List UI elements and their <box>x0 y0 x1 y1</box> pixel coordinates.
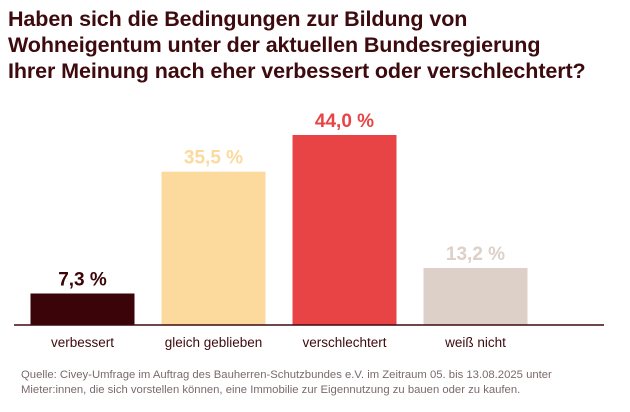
bar-verbessert <box>30 293 135 325</box>
chart-title: Haben sich die Bedingungen zur Bildung v… <box>8 6 623 84</box>
category-label-verschlechtert: verschlechtert <box>302 335 386 350</box>
bar-gleich-geblieben <box>161 171 266 325</box>
category-label-gleich-geblieben: gleich geblieben <box>165 335 263 350</box>
bar-weiss-nicht <box>423 268 528 325</box>
chart-title-line-2: Wohneigentum unter der aktuellen Bundesr… <box>8 33 541 57</box>
source-note: Quelle: Civey-Umfrage im Auftrag des Bau… <box>21 368 621 398</box>
bar-verschlechtert <box>292 135 397 325</box>
source-note-line-1: Quelle: Civey-Umfrage im Auftrag des Bau… <box>21 369 552 381</box>
chart-title-line-1: Haben sich die Bedingungen zur Bildung v… <box>8 7 468 31</box>
value-label-weiss-nicht: 13,2 % <box>446 244 505 265</box>
category-label-weiss-nicht: weiß nicht <box>444 335 506 350</box>
value-label-gleich-geblieben: 35,5 % <box>184 148 243 169</box>
source-note-line-2: Mieter:innen, die sich vorstellen können… <box>21 384 521 396</box>
value-label-verschlechtert: 44,0 % <box>315 111 374 132</box>
chart-title-line-3: Ihrer Meinung nach eher verbessert oder … <box>8 59 586 83</box>
category-label-verbessert: verbessert <box>51 335 114 350</box>
value-label-verbessert: 7,3 % <box>58 270 107 291</box>
